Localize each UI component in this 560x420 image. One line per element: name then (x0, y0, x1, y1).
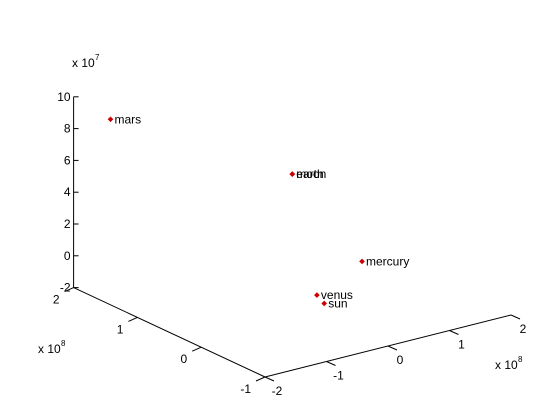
y-axis-line (73, 287, 266, 378)
y-tick-mark (128, 316, 138, 322)
y-tick-label: -1 (240, 382, 251, 396)
x-tick-mark (387, 345, 398, 351)
z-tick-label: 8 (64, 122, 71, 136)
point-label-mars: mars (115, 112, 142, 126)
y-tick-mark (191, 346, 202, 352)
point-label-mercury: mercury (366, 254, 409, 268)
x-tick-mark (264, 376, 275, 382)
point-label-sun: sun (328, 296, 347, 310)
z-tick-label: 2 (64, 217, 71, 231)
y-axis-exponent: 8 (61, 339, 66, 348)
z-tick-label: 4 (64, 185, 71, 199)
x-axis-multiplier: x 10 (495, 358, 518, 372)
point-marker-mercury (359, 258, 365, 265)
axes (64, 96, 521, 382)
x-tick-label: 0 (397, 353, 404, 367)
y-tick-label: 0 (181, 352, 188, 366)
z-axis-exponent: 7 (95, 53, 100, 62)
point-label-venus: venus (321, 288, 353, 302)
axis-multipliers: x 10 7 x 10 8 x 10 8 (38, 53, 523, 372)
y-axis-multiplier: x 10 (38, 342, 61, 356)
point-marker-venus (314, 292, 320, 298)
x-tick-mark (326, 361, 336, 366)
x-tick-mark (449, 330, 459, 335)
x-tick-label: 1 (458, 338, 465, 352)
y-tick-label: 2 (53, 293, 60, 307)
z-tick-label: 0 (64, 249, 71, 263)
z-tick-label: -2 (60, 281, 71, 295)
point-marker-moon (289, 171, 296, 177)
x-tick-mark (510, 314, 521, 320)
point-marker-mars (107, 116, 114, 123)
y-tick-mark (255, 376, 266, 382)
z-tick-label: 10 (57, 90, 71, 104)
z-tick-label: 6 (64, 153, 71, 167)
x-tick-label: 2 (520, 322, 527, 336)
y-tick-mark (64, 287, 74, 293)
x-axis-exponent: 8 (518, 355, 523, 364)
x-tick-label: -1 (333, 369, 344, 383)
z-axis-multiplier: x 10 (72, 56, 95, 70)
point-label-moon: moon (296, 167, 326, 181)
x-tick-label: -2 (272, 384, 283, 398)
y-tick-label: 1 (117, 322, 124, 336)
point-label-earth: earth (296, 167, 323, 181)
point-marker-sun (321, 300, 328, 307)
